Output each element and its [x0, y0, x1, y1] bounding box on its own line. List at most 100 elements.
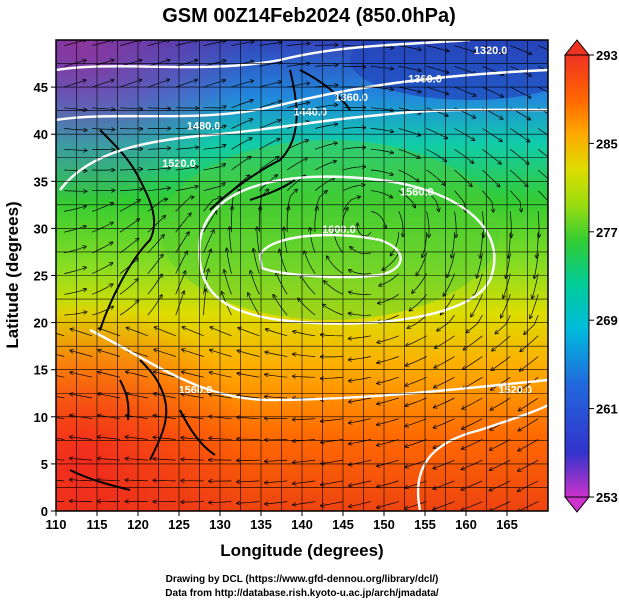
streamline — [224, 270, 232, 295]
streamline — [532, 273, 539, 299]
streamline — [230, 227, 232, 253]
streamline — [314, 161, 336, 171]
streamline — [349, 397, 371, 402]
streamline — [126, 394, 148, 399]
streamline — [315, 124, 337, 129]
streamline — [92, 108, 115, 110]
streamline — [56, 332, 65, 337]
streamline — [259, 157, 278, 171]
streamline — [412, 273, 427, 294]
streamline — [265, 397, 288, 399]
streamline — [426, 190, 439, 212]
y-tick-label: 30 — [34, 221, 48, 236]
streamline — [426, 148, 447, 161]
streamline — [298, 298, 316, 316]
streamline — [287, 206, 289, 233]
streamline — [482, 169, 499, 187]
colorbar-ticks: 293 285 277 269 261 253 — [589, 48, 618, 505]
streamline — [409, 294, 427, 311]
streamline — [259, 206, 260, 233]
x-tick-label: 110 — [46, 517, 67, 532]
y-tick-label: 40 — [34, 127, 48, 142]
streamline — [377, 501, 399, 508]
streamline — [147, 274, 162, 295]
streamline — [70, 437, 93, 440]
streamline — [426, 211, 429, 237]
streamline — [462, 439, 483, 449]
streamline — [370, 190, 393, 198]
streamline — [175, 232, 189, 254]
streamline — [377, 459, 399, 466]
streamline — [519, 376, 539, 391]
streamline — [349, 356, 371, 360]
streamline — [70, 501, 93, 502]
streamline — [426, 169, 445, 185]
streamline — [203, 197, 222, 212]
streamline — [203, 249, 212, 274]
streamline — [125, 480, 148, 481]
streamline — [203, 106, 226, 108]
streamline — [434, 356, 455, 368]
streamline — [153, 480, 176, 481]
colorbar-min-arrow — [563, 496, 591, 513]
streamline — [349, 270, 371, 275]
streamline — [433, 418, 455, 428]
streamline — [175, 147, 199, 149]
streamline — [379, 273, 400, 286]
streamline — [537, 169, 548, 180]
streamline — [358, 223, 372, 237]
streamline — [405, 397, 427, 406]
streamline — [293, 331, 316, 337]
streamline — [64, 191, 87, 192]
geopotential-contours — [56, 40, 548, 511]
streamline — [265, 460, 288, 461]
streamline — [70, 329, 93, 337]
contour-label: 1600.0 — [322, 224, 356, 236]
x-tick-label: 150 — [373, 517, 395, 532]
streamline — [231, 41, 254, 47]
streamline — [321, 480, 344, 485]
streamline — [510, 211, 511, 237]
streamline — [126, 372, 148, 378]
streamline — [315, 45, 338, 46]
streamline — [510, 45, 531, 55]
streamline — [461, 459, 483, 469]
streamline — [434, 397, 455, 408]
streamline — [64, 312, 86, 316]
streamline — [300, 275, 316, 295]
streamline — [203, 41, 226, 47]
colorbar-bar — [564, 54, 590, 498]
streamline — [426, 128, 448, 139]
streamline — [310, 228, 316, 254]
streamline — [314, 191, 327, 212]
streamline — [495, 314, 511, 334]
streamline — [147, 254, 163, 274]
streamline — [538, 211, 539, 237]
streamline — [181, 438, 204, 440]
streamline — [537, 190, 548, 212]
streamline — [349, 501, 371, 507]
streamline — [342, 147, 366, 150]
streamline — [231, 81, 254, 88]
streamline — [64, 289, 86, 295]
streamline — [314, 207, 318, 233]
streamline — [210, 350, 232, 357]
streamline — [321, 418, 344, 422]
streamline — [154, 349, 176, 357]
streamline — [98, 394, 121, 399]
y-tick-label: 20 — [34, 316, 48, 331]
streamline — [203, 164, 226, 171]
streamline — [426, 45, 449, 52]
streamline — [209, 372, 232, 378]
streamline — [64, 80, 86, 88]
streamline — [119, 200, 140, 212]
streamline — [92, 129, 115, 130]
streamline — [64, 129, 87, 131]
streamline — [56, 480, 65, 482]
streamline — [147, 148, 171, 149]
streamline — [154, 327, 176, 337]
streamline — [377, 397, 399, 404]
streamline — [349, 292, 371, 295]
streamline — [175, 197, 194, 212]
streamline — [119, 238, 139, 254]
